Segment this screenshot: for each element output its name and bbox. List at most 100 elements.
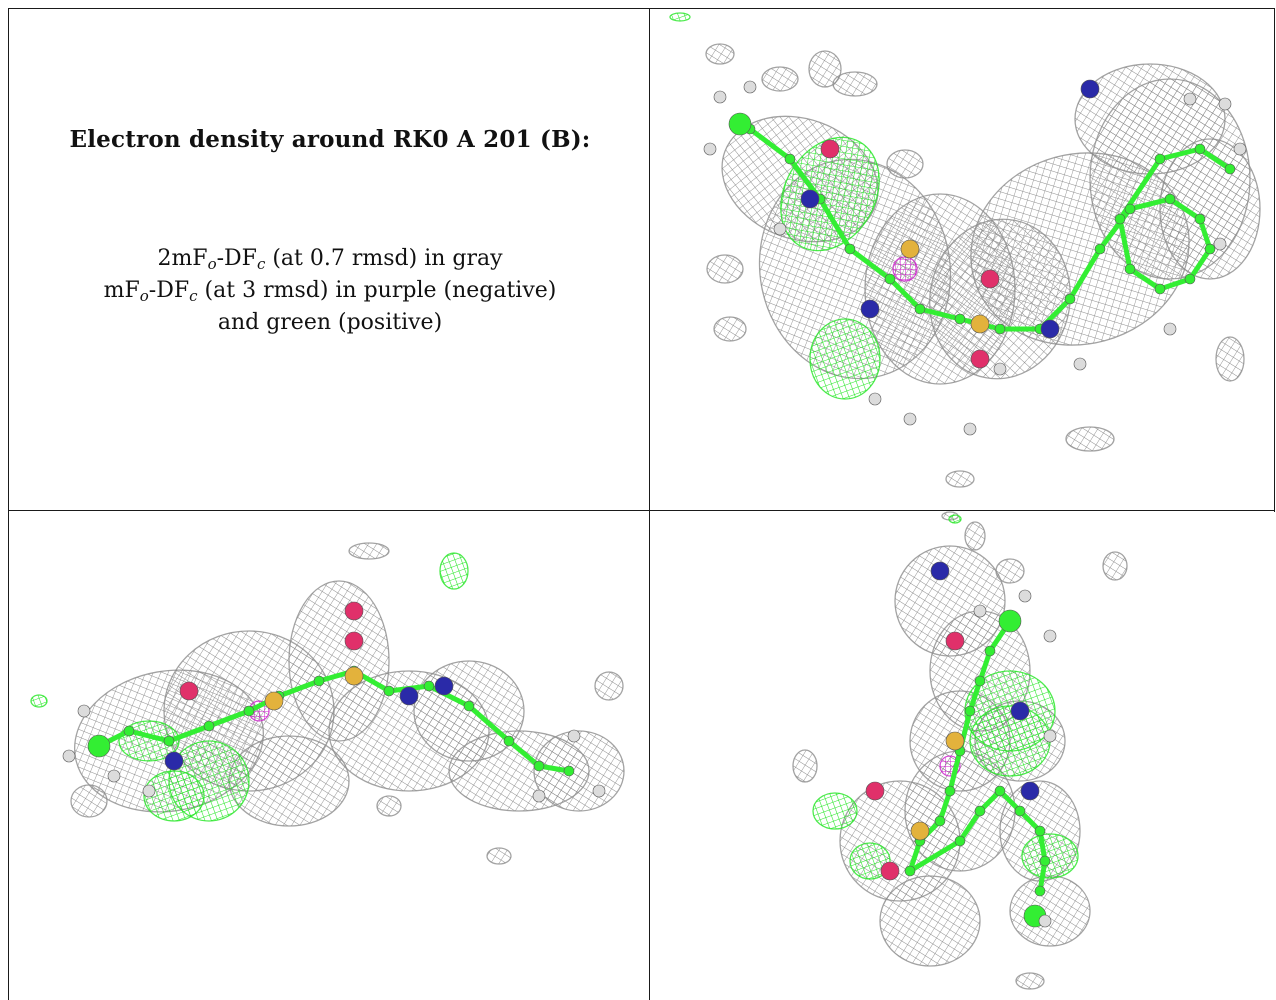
bond bbox=[817, 196, 853, 252]
positive-density-fragment bbox=[439, 552, 469, 590]
positive-density-mesh bbox=[143, 770, 205, 822]
bond bbox=[1067, 246, 1103, 302]
bond bbox=[126, 728, 172, 744]
nitrogen-atom bbox=[860, 299, 880, 319]
negative-density-mesh bbox=[892, 256, 918, 282]
bond bbox=[887, 276, 923, 312]
positive-density-mesh bbox=[969, 705, 1051, 777]
nitrogen-atom bbox=[1080, 79, 1100, 99]
bond bbox=[1167, 196, 1203, 222]
hydrogen-atom bbox=[77, 704, 91, 718]
sulfur-atom bbox=[970, 314, 990, 334]
nitrogen-atom bbox=[399, 686, 419, 706]
density-image-bottom-right bbox=[792, 511, 1128, 990]
density-fragment bbox=[705, 43, 735, 65]
oxygen-atom bbox=[344, 601, 364, 621]
methyl-carbon-atom bbox=[87, 734, 111, 758]
density-fragment bbox=[486, 847, 512, 865]
carbon-atom bbox=[1124, 203, 1136, 215]
methyl-carbon-atom bbox=[728, 112, 752, 136]
carbon-atom bbox=[1184, 273, 1196, 285]
positive-density-mesh bbox=[1021, 833, 1079, 879]
hydrogen-atom bbox=[1018, 589, 1032, 603]
bond bbox=[466, 703, 512, 744]
carbon-atom bbox=[994, 785, 1006, 797]
density-fragment bbox=[995, 558, 1025, 584]
density-image-bottom-left bbox=[30, 542, 625, 865]
bond bbox=[917, 306, 963, 322]
bond bbox=[1157, 146, 1203, 162]
carbon-atom bbox=[533, 760, 545, 772]
density-mesh bbox=[1009, 875, 1091, 947]
nitrogen-atom bbox=[164, 751, 184, 771]
sulfur-atom bbox=[910, 821, 930, 841]
hydrogen-atom bbox=[1043, 629, 1057, 643]
carbon-atom bbox=[934, 815, 946, 827]
carbon-atom bbox=[954, 835, 966, 847]
caption-line-2mfo-dfc: 2mFo-DFc (at 0.7 rmsd) in gray bbox=[157, 246, 503, 273]
carbon-atom bbox=[1064, 293, 1076, 305]
density-fragment bbox=[761, 66, 799, 92]
hydrogen-atom bbox=[567, 729, 581, 743]
hydrogen-atom bbox=[1163, 322, 1177, 336]
caption-title: Electron density around RK0 A 201 (B): bbox=[69, 126, 591, 153]
carbon-atom bbox=[123, 725, 135, 737]
bond bbox=[1127, 266, 1163, 292]
oxygen-atom bbox=[179, 681, 199, 701]
hydrogen-atom bbox=[1218, 97, 1232, 111]
view-bottom-right bbox=[650, 511, 1274, 1000]
bond bbox=[166, 723, 212, 744]
density-fragment bbox=[808, 50, 842, 88]
carbon-atom bbox=[884, 273, 896, 285]
hydrogen-atom bbox=[993, 362, 1007, 376]
carbon-atom bbox=[313, 675, 325, 687]
density-fragment bbox=[1015, 972, 1045, 990]
positive-density-mesh bbox=[809, 318, 881, 400]
hydrogen-atom bbox=[1073, 357, 1087, 371]
hydrogen-atom bbox=[107, 769, 121, 783]
sulfur-atom bbox=[945, 731, 965, 751]
hydrogen-atom bbox=[592, 784, 606, 798]
hydrogen-atom bbox=[713, 90, 727, 104]
carbon-atom bbox=[964, 705, 976, 717]
density-fragment bbox=[945, 470, 975, 488]
sulfur-atom bbox=[264, 691, 284, 711]
bond bbox=[847, 246, 893, 282]
oxygen-atom bbox=[970, 349, 990, 369]
hydrogen-atom bbox=[1038, 914, 1052, 928]
view-bottom-left bbox=[9, 511, 649, 1000]
density-fragment bbox=[348, 542, 390, 560]
nitrogen-atom bbox=[1020, 781, 1040, 801]
density-fragment bbox=[1215, 336, 1245, 382]
carbon-atom bbox=[1014, 805, 1026, 817]
carbon-atom bbox=[1224, 163, 1236, 175]
oxygen-atom bbox=[880, 861, 900, 881]
carbon-atom bbox=[243, 705, 255, 717]
carbon-atom bbox=[1124, 263, 1136, 275]
caption-line-colors: and green (positive) bbox=[217, 310, 443, 335]
methyl-carbon-atom bbox=[998, 609, 1022, 633]
view-top-right bbox=[650, 9, 1274, 510]
hydrogen-atom bbox=[963, 422, 977, 436]
nitrogen-atom bbox=[434, 676, 454, 696]
hydrogen-atom bbox=[973, 604, 987, 618]
carbon-atom bbox=[1204, 243, 1216, 255]
grid-right bbox=[1274, 8, 1275, 512]
density-fragment bbox=[706, 254, 744, 284]
density-fragment bbox=[886, 149, 924, 179]
positive-density-fragment bbox=[669, 12, 691, 22]
nitrogen-atom bbox=[1010, 701, 1030, 721]
carbon-atom bbox=[1164, 193, 1176, 205]
hydrogen-atom bbox=[1183, 92, 1197, 106]
density-fragment bbox=[1065, 426, 1115, 452]
positive-density-mesh bbox=[849, 842, 891, 880]
hydrogen-atom bbox=[703, 142, 717, 156]
oxygen-atom bbox=[945, 631, 965, 651]
oxygen-atom bbox=[820, 139, 840, 159]
density-mesh bbox=[533, 730, 625, 812]
positive-density-fragment bbox=[30, 694, 48, 708]
carbon-atom bbox=[994, 323, 1006, 335]
bond bbox=[947, 748, 963, 794]
carbon-atom bbox=[163, 735, 175, 747]
grid-middle-vertical bbox=[649, 8, 650, 1000]
